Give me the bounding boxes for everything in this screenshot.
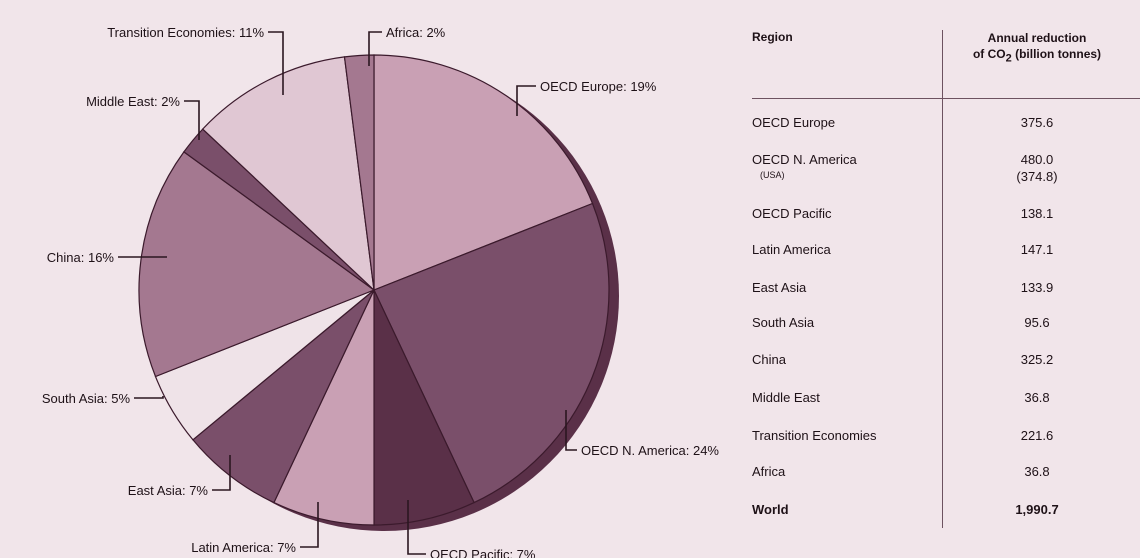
table-cell-value: 375.6 (1020, 115, 1054, 130)
pie-label-0: OECD Europe: 19% (540, 79, 657, 94)
leader-line-3 (300, 502, 319, 548)
table-cell-region: Transition Economies (752, 428, 877, 443)
leader-line-0 (516, 85, 536, 116)
pie-label-7: Middle East: 2% (86, 94, 180, 109)
pie-slice-3 (273, 289, 375, 526)
leader-line-8 (268, 31, 284, 95)
table-cell-value: 325.2 (1020, 352, 1054, 367)
pie-label-3: Latin America: 7% (191, 540, 296, 555)
leader-line-1 (565, 410, 577, 451)
leader-line-2 (407, 500, 426, 555)
pie-slice-2 (373, 289, 475, 526)
table-header-value-co: of CO (972, 47, 1006, 61)
pie-label-9: Africa: 2% (386, 25, 446, 40)
pie-label-5: South Asia: 5% (42, 391, 131, 406)
table-header-divider (752, 98, 1140, 99)
table-cell-region: East Asia (752, 280, 807, 295)
table-cell-value: 221.6 (1020, 428, 1054, 443)
table-cell-region: World (752, 502, 789, 517)
pie-slice-6 (138, 151, 376, 378)
table-column-divider (942, 30, 943, 528)
table-cell-region: China (752, 352, 786, 367)
pie-slice-9 (343, 54, 375, 291)
table-cell-region-note: (USA) (760, 170, 785, 180)
table-cell-region: Middle East (752, 390, 820, 405)
pie-label-6: China: 16% (47, 250, 115, 265)
table-cell-value: 36.8 (1024, 464, 1050, 479)
leader-line-7 (184, 100, 200, 140)
pie-label-4: East Asia: 7% (128, 483, 209, 498)
table-header-region: Region (752, 30, 793, 44)
pie-slice-8 (201, 56, 375, 292)
table-cell-region: Latin America (752, 242, 831, 257)
table-cell-region: OECD Pacific (752, 206, 832, 221)
table-header-value: Annual reduction of CO2 (billion tonnes) (950, 30, 1124, 66)
pie-label-2: OECD Pacific: 7% (430, 547, 536, 558)
table-cell-value-note: (374.8) (1016, 169, 1058, 184)
table-cell-value: 95.6 (1024, 315, 1050, 330)
table-cell-value: 147.1 (1020, 242, 1054, 257)
leader-line-5 (134, 396, 164, 399)
table-cell-value: 480.0 (1020, 152, 1054, 167)
table-cell-value: 138.1 (1020, 206, 1054, 221)
table-cell-region: Africa (752, 464, 786, 479)
pie-label-1: OECD N. America: 24% (581, 443, 719, 458)
pie-slice-1 (373, 202, 610, 504)
table-header-value-line1: Annual reduction (987, 31, 1087, 45)
leader-line-9 (368, 31, 382, 66)
table-cell-region: South Asia (752, 315, 815, 330)
table-header-value-unit: (billion tonnes) (1011, 47, 1102, 61)
table-cell-region: OECD Europe (752, 115, 836, 130)
table-cell-value: 36.8 (1024, 390, 1050, 405)
pie-slice-0 (373, 54, 594, 291)
table-cell-value: 133.9 (1020, 280, 1054, 295)
pie-label-8: Transition Economies: 11% (107, 25, 264, 40)
leader-line-4 (212, 455, 231, 491)
table-header-value-subscript: 2 (1005, 52, 1012, 65)
table-cell-region: OECD N. America (752, 152, 857, 167)
table-cell-value: 1,990.7 (1015, 502, 1059, 517)
